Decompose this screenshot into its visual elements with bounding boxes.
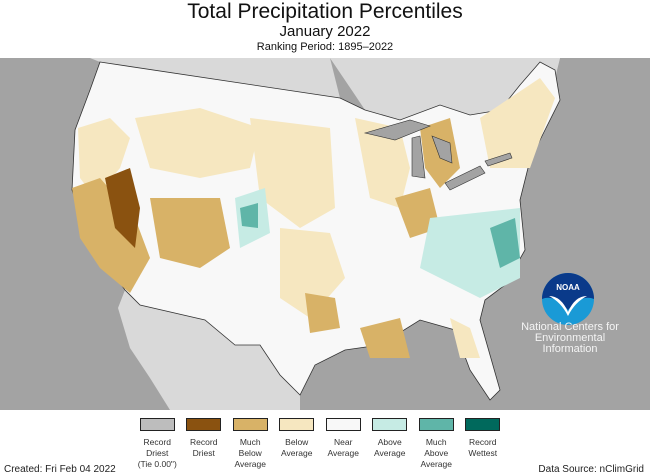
legend-label: Record Driest: [190, 437, 218, 458]
precip-regions: [72, 78, 555, 358]
legend-swatch: [279, 418, 315, 431]
legend-swatch: [418, 418, 454, 431]
legend-swatch: [325, 418, 361, 431]
noaa-logo: NOAA: [542, 273, 594, 325]
ranking-period: Ranking Period: 1895–2022: [256, 41, 394, 53]
legend-label: Record Wettest: [468, 437, 498, 458]
legend-item: Record Wettest: [460, 418, 507, 470]
legend-swatch: [465, 418, 501, 431]
mexico: [118, 290, 300, 410]
legend-label: Record Driest (Tie 0.00"): [137, 437, 177, 469]
legend-swatch: [186, 418, 222, 431]
svg-text:NOAA: NOAA: [556, 283, 580, 292]
legend-item: Much Below Average: [227, 418, 274, 470]
legend-label: Much Below Average: [234, 437, 266, 469]
map-subtitle: January 2022: [279, 23, 371, 40]
ncei-label: National Centers for Environmental Infor…: [521, 321, 619, 355]
created-date: Created: Fri Feb 04 2022: [4, 464, 116, 475]
precipitation-map: [0, 58, 650, 410]
legend-item: Much Above Average: [413, 418, 460, 470]
legend-item: Above Average: [367, 418, 414, 470]
legend-item: Record Driest (Tie 0.00"): [134, 418, 181, 470]
legend-swatch: [232, 418, 268, 431]
legend-label: Above Average: [373, 437, 406, 458]
legend: Record Driest (Tie 0.00") Record Driest …: [134, 418, 506, 470]
legend-swatch: [372, 418, 408, 431]
great-lakes: [363, 119, 513, 191]
legend-swatch: [139, 418, 175, 431]
data-source: Data Source: nClimGrid: [538, 464, 644, 475]
map-title: Total Precipitation Percentiles: [187, 0, 463, 23]
legend-item: Below Average: [274, 418, 321, 470]
legend-label: Below Average: [280, 437, 313, 458]
legend-label: Much Above Average: [420, 437, 452, 469]
legend-item: Near Average: [320, 418, 367, 470]
legend-label: Near Average: [327, 437, 359, 458]
legend-item: Record Driest: [181, 418, 228, 470]
